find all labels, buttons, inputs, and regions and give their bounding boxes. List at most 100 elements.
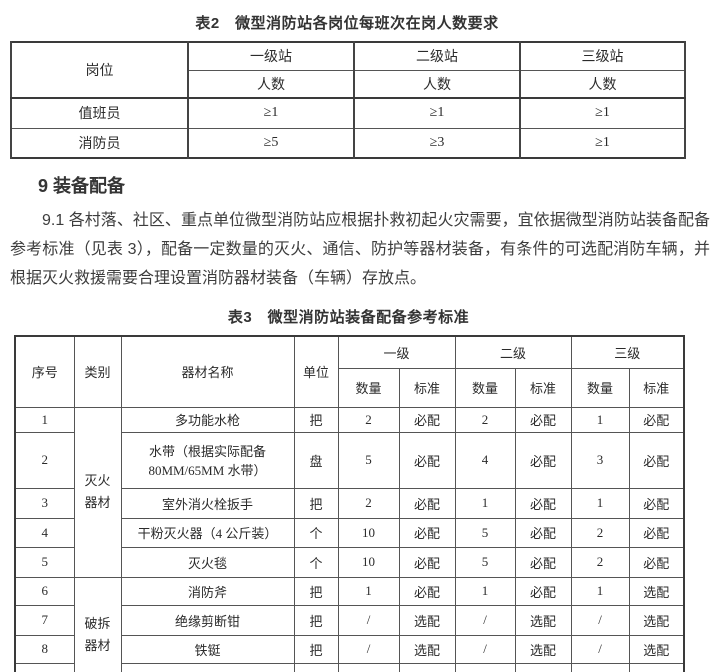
table-cell: 必配 [628, 546, 685, 578]
table3-row: 4 干粉灭火器（4 公斤装） 个 10 必配 5 必配 2 必配 [14, 517, 685, 548]
table-cell: 2 [570, 517, 630, 548]
table3-header-equipment: 器材名称 [120, 335, 295, 408]
table2-row: 消防员 ≥5 ≥3 ≥1 [10, 127, 686, 159]
table-cell: 5 [337, 431, 400, 489]
table-cell: 2 [337, 406, 400, 433]
table-cell: 必配 [628, 487, 685, 519]
table-cell: ≥1 [519, 97, 686, 129]
table3-header-std: 标准 [398, 367, 456, 408]
table-cell: ≥1 [187, 97, 355, 129]
table-cell: 水带（根据实际配备 80MM/65MM 水带） [120, 431, 295, 489]
category-label: 灭火 [84, 473, 111, 488]
table3-clip-region: 序号 类别 器材名称 单位 一级 二级 三级 数量 标准 数量 标准 数量 标准… [14, 335, 687, 672]
table3-header-level1: 一级 [337, 335, 456, 369]
table3-header-level2: 二级 [454, 335, 572, 369]
table-cell: 2 [337, 487, 400, 519]
table-cell: 10 [337, 546, 400, 578]
table2-station-header: 三级站 [519, 41, 686, 71]
table-cell: ≥3 [353, 127, 521, 159]
category-cell-demolition: 破拆 器材 [73, 576, 122, 672]
table-cell: / [454, 634, 516, 664]
table-cell: 1 [570, 487, 630, 519]
table3-row: 3 室外消火栓扳手 把 2 必配 1 必配 1 必配 [14, 487, 685, 519]
table-cell: 5 [454, 546, 516, 578]
table-cell: 2 [14, 431, 75, 489]
table3-header-qty: 数量 [454, 367, 516, 408]
table3-header-std: 标准 [628, 367, 685, 408]
table-cell: 值班员 [10, 97, 189, 129]
table-cell: 必配 [398, 517, 456, 548]
table-cell: 必配 [514, 546, 572, 578]
category-label: 器材 [84, 495, 111, 510]
category-cell-firefighting: 灭火 器材 [73, 406, 122, 578]
table-cell: 必配 [514, 517, 572, 548]
table3-header-qty: 数量 [570, 367, 630, 408]
table-cell [337, 662, 400, 672]
table-cell: / [337, 634, 400, 664]
table-cell [14, 662, 75, 672]
table3-header-seq: 序号 [14, 335, 75, 408]
table-cell: 1 [454, 576, 516, 606]
table2-title: 表2 微型消防站各岗位每班次在岗人数要求 [195, 15, 499, 32]
table-cell: 必配 [514, 576, 572, 606]
table-cell: 2 [454, 406, 516, 433]
table3-header-std: 标准 [514, 367, 572, 408]
table2-subheader: 人数 [187, 69, 355, 99]
table-cell: ≥1 [353, 97, 521, 129]
table2: 岗位 一级站 二级站 三级站 人数 人数 人数 值班员 ≥1 ≥1 ≥1 消防员… [10, 41, 686, 159]
table-cell: 多功能水枪 [120, 406, 295, 433]
table2-subheader: 人数 [353, 69, 521, 99]
table2-row: 值班员 ≥1 ≥1 ≥1 [10, 97, 686, 129]
table-cell: 10 [337, 517, 400, 548]
table-cell: 4 [14, 517, 75, 548]
table-cell [293, 662, 339, 672]
table-cell: 选配 [514, 604, 572, 636]
table-cell: 选配 [514, 634, 572, 664]
table-cell: 选配 [398, 604, 456, 636]
table-cell: 3 [14, 487, 75, 519]
table-cell [398, 662, 456, 672]
table-cell: 必配 [398, 431, 456, 489]
category-label: 器材 [84, 637, 111, 653]
table-cell: 选配 [628, 576, 685, 606]
table-cell: 必配 [398, 576, 456, 606]
table3-header-level3: 三级 [570, 335, 685, 369]
table-cell: 把 [293, 487, 339, 519]
table-cell: 个 [293, 546, 339, 578]
table-cell: 个 [293, 517, 339, 548]
table2-station-header: 一级站 [187, 41, 355, 71]
table3-partial-row [14, 662, 685, 672]
table-cell: 2 [570, 546, 630, 578]
table-cell: / [570, 634, 630, 664]
table-cell: 铁铤 [120, 634, 295, 664]
table3-header-category: 类别 [73, 335, 122, 408]
table-cell: 必配 [628, 517, 685, 548]
table-cell: 必配 [398, 406, 456, 433]
table3-header-unit: 单位 [293, 335, 339, 408]
table-cell: 1 [570, 576, 630, 606]
table-cell: 必配 [398, 487, 456, 519]
table-cell: 灭火毯 [120, 546, 295, 578]
table-cell: 1 [337, 576, 400, 606]
table-cell [120, 662, 295, 672]
section-paragraph: 9.1 各村落、社区、重点单位微型消防站应根据扑救初起火灾需要，宜依据微型消防站… [10, 212, 710, 287]
table3-row: 6 破拆 器材 消防斧 把 1 必配 1 必配 1 选配 [14, 576, 685, 672]
table-cell [570, 662, 630, 672]
table3-row: 7 绝缘剪断钳 把 / 选配 / 选配 / 选配 [14, 604, 685, 636]
table3: 序号 类别 器材名称 单位 一级 二级 三级 数量 标准 数量 标准 数量 标准… [14, 335, 686, 672]
table-cell: 盘 [293, 431, 339, 489]
table-cell: 选配 [628, 604, 685, 636]
table-cell: 消防斧 [120, 576, 295, 606]
table3-row: 2 水带（根据实际配备 80MM/65MM 水带） 盘 5 必配 4 必配 3 … [14, 431, 685, 489]
table3-row: 1 灭火 器材 多功能水枪 把 2 必配 2 必配 1 必配 [14, 406, 685, 578]
table-cell: 3 [570, 431, 630, 489]
table-cell: ≥5 [187, 127, 355, 159]
table-cell: 5 [454, 517, 516, 548]
table-cell [628, 662, 685, 672]
table3-header-qty: 数量 [337, 367, 400, 408]
table-cell: 1 [454, 487, 516, 519]
table-cell: 室外消火栓扳手 [120, 487, 295, 519]
table-cell: / [570, 604, 630, 636]
table-cell [454, 662, 516, 672]
table-cell: 选配 [628, 634, 685, 664]
